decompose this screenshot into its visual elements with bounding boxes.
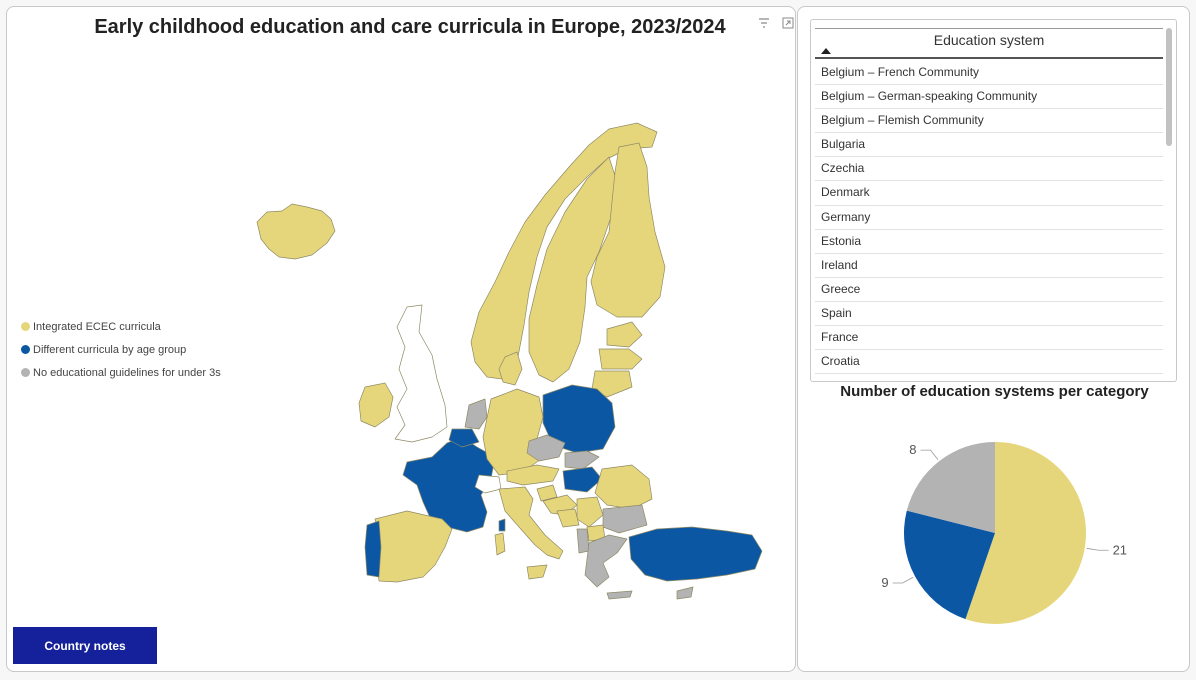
region-romania[interactable] <box>594 464 653 510</box>
table-row[interactable]: Greece <box>815 278 1163 302</box>
region-slovakia[interactable] <box>564 450 600 470</box>
region-bulgaria[interactable] <box>602 504 648 534</box>
table-row[interactable]: Croatia <box>815 350 1163 375</box>
region-italy[interactable] <box>498 486 564 560</box>
region-iceland[interactable] <box>256 203 336 260</box>
region-germany[interactable] <box>482 388 544 476</box>
region-switzerland[interactable] <box>474 474 502 494</box>
sort-ascending-icon[interactable] <box>821 48 831 54</box>
category-pie-chart: 21 9 8 <box>881 442 1127 624</box>
pie-data-label: 9 <box>881 575 888 590</box>
pie-title: Number of education systems per category <box>840 383 1149 400</box>
region-turkey[interactable] <box>628 526 763 582</box>
table-row[interactable]: Ireland <box>815 254 1163 278</box>
table-rows: Belgium – French Community Belgium – Ger… <box>815 61 1163 375</box>
region-belgium[interactable] <box>448 428 480 448</box>
table-row[interactable]: Denmark <box>815 181 1163 206</box>
region-albania[interactable] <box>576 528 590 554</box>
pie-data-label: 8 <box>909 442 916 457</box>
pie-slice[interactable] <box>906 442 995 533</box>
legend-label: Different curricula by age group <box>33 343 187 356</box>
region-denmark[interactable] <box>498 351 523 386</box>
region-bosnia[interactable] <box>556 508 580 528</box>
region-corsica[interactable] <box>498 518 506 532</box>
map-panel: Early childhood education and care curri… <box>6 6 796 672</box>
table-row[interactable]: Spain <box>815 302 1163 327</box>
region-serbia[interactable] <box>576 496 604 528</box>
region-uk[interactable] <box>394 304 448 443</box>
legend-item-different[interactable]: Different curricula by age group <box>21 338 221 361</box>
region-austria[interactable] <box>506 464 560 486</box>
education-system-table: Education system Belgium – French Commun… <box>810 19 1177 382</box>
table-row[interactable]: France <box>815 326 1163 351</box>
region-slovenia[interactable] <box>536 484 558 502</box>
region-hungary[interactable] <box>562 466 603 493</box>
column-header-education-system[interactable]: Education system <box>933 32 1045 48</box>
filter-icon[interactable] <box>757 17 771 31</box>
table-row[interactable]: Czechia <box>815 157 1163 182</box>
pie-slice[interactable] <box>965 442 1086 624</box>
legend-swatch-integrated <box>21 322 30 331</box>
region-lithuania[interactable] <box>591 370 633 398</box>
table-row[interactable]: Germany <box>815 206 1163 230</box>
table-scrollbar[interactable] <box>1166 28 1172 372</box>
table-row[interactable]: Belgium – Flemish Community <box>815 109 1163 134</box>
legend-item-integrated[interactable]: Integrated ECEC curricula <box>21 315 221 338</box>
expand-icon[interactable] <box>781 17 795 31</box>
region-portugal[interactable] <box>364 520 382 578</box>
table-scrollbar-thumb[interactable] <box>1166 28 1172 146</box>
region-spain[interactable] <box>374 510 453 583</box>
region-cyprus[interactable] <box>676 586 694 600</box>
europe-map <box>256 122 763 600</box>
region-sweden[interactable] <box>528 156 618 383</box>
legend-label: Integrated ECEC curricula <box>33 320 161 333</box>
table-row[interactable]: Estonia <box>815 230 1163 254</box>
region-latvia[interactable] <box>598 348 643 370</box>
table-row[interactable]: Bulgaria <box>815 133 1163 158</box>
map-toolbar <box>757 17 795 31</box>
region-ireland[interactable] <box>358 382 394 428</box>
pie-leader-line <box>920 449 939 460</box>
legend-swatch-no-guidelines <box>21 368 30 377</box>
map-title: Early childhood education and care curri… <box>94 16 726 38</box>
legend-item-no-guidelines[interactable]: No educational guidelines for under 3s <box>21 361 221 384</box>
pie-leader-line <box>1086 547 1109 551</box>
table-row[interactable]: Belgium – French Community <box>815 61 1163 86</box>
side-panel: Education system Belgium – French Commun… <box>797 6 1190 672</box>
region-sardinia[interactable] <box>494 532 506 556</box>
region-finland[interactable] <box>590 142 666 318</box>
region-poland[interactable] <box>542 384 616 454</box>
map-legend: Integrated ECEC curricula Different curr… <box>21 315 221 384</box>
legend-label: No educational guidelines for under 3s <box>33 366 221 379</box>
region-netherlands[interactable] <box>464 398 488 430</box>
pie-data-label: 21 <box>1113 542 1127 557</box>
region-czechia[interactable] <box>526 434 566 462</box>
pie-leader-line <box>892 576 914 584</box>
country-notes-button[interactable]: Country notes <box>13 627 157 664</box>
pie-slice[interactable] <box>904 510 995 620</box>
region-estonia[interactable] <box>606 321 643 348</box>
table-row[interactable]: Belgium – German-speaking Community <box>815 85 1163 110</box>
region-sicily[interactable] <box>526 564 548 580</box>
region-crete[interactable] <box>606 590 633 600</box>
region-greece[interactable] <box>584 534 628 588</box>
legend-swatch-different <box>21 345 30 354</box>
table-header[interactable]: Education system <box>815 28 1163 59</box>
